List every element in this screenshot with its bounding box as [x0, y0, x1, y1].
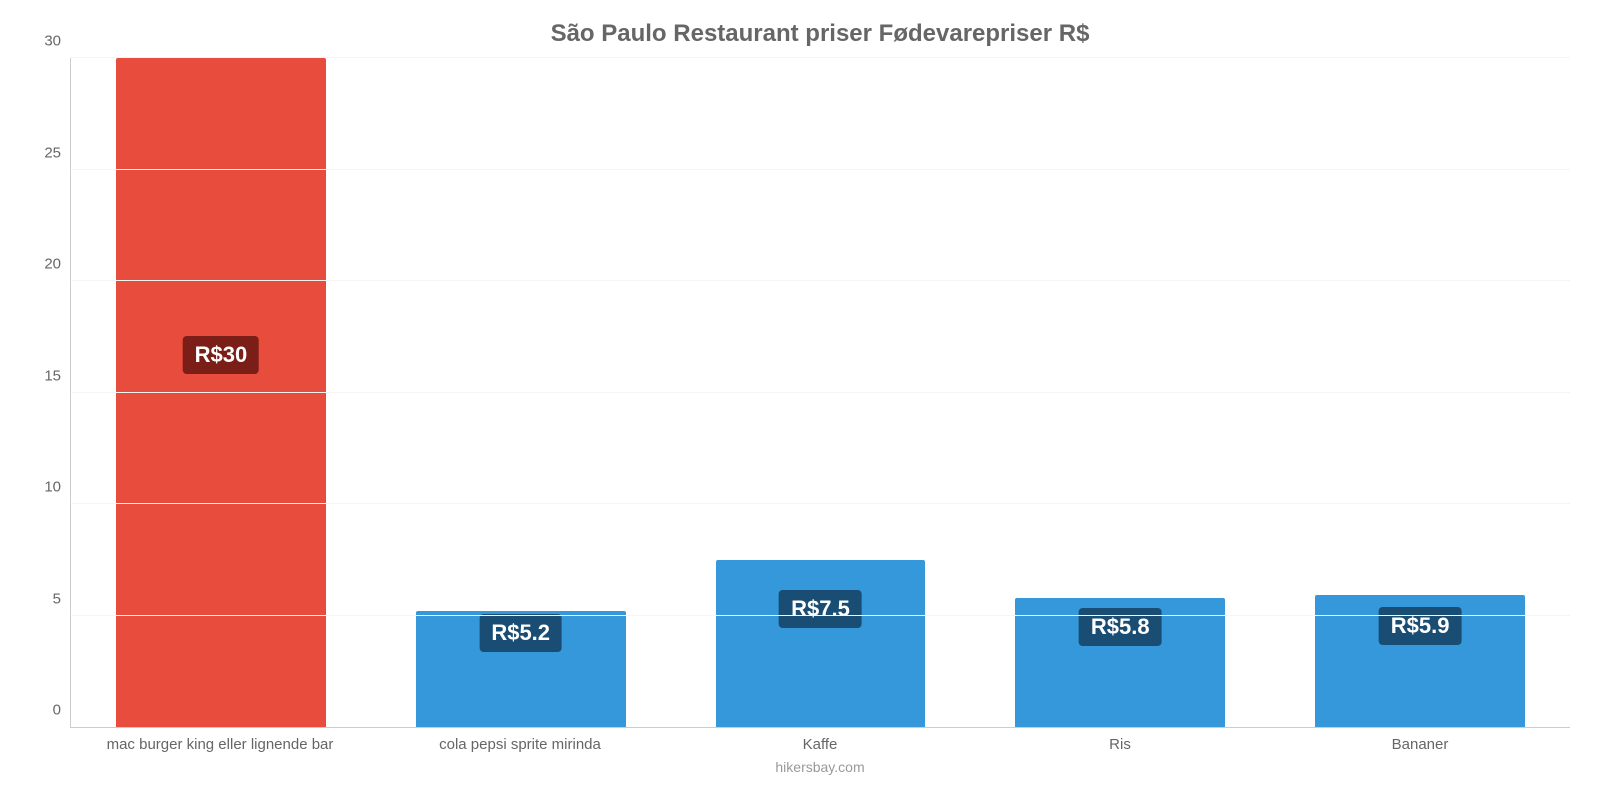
grid-line — [71, 280, 1570, 281]
grid-line — [71, 503, 1570, 504]
y-tick-label: 25 — [44, 144, 71, 161]
bar-value-label: R$5.9 — [1379, 607, 1462, 645]
price-bar-chart: São Paulo Restaurant priser Fødevarepris… — [0, 0, 1600, 800]
y-tick-label: 5 — [53, 590, 71, 607]
bar — [116, 58, 326, 727]
bar-slot: R$5.2 — [371, 58, 671, 727]
grid-line — [71, 392, 1570, 393]
grid-line — [71, 615, 1570, 616]
plot-area: R$30R$5.2R$7.5R$5.8R$5.9 051015202530 — [70, 58, 1570, 728]
x-axis-label: mac burger king eller lignende bar — [70, 736, 370, 753]
bar-value-label: R$5.8 — [1079, 608, 1162, 646]
x-axis-label: Ris — [970, 736, 1270, 753]
bar-slot: R$5.9 — [1270, 58, 1570, 727]
bars-container: R$30 R$5.2 R$7.5 R$5.8 R$5.9 — [71, 58, 1570, 727]
bar-value-label: R$5.2 — [479, 614, 562, 652]
y-tick-label: 10 — [44, 479, 71, 496]
chart-footer: hikersbay.com — [70, 759, 1570, 775]
grid-line — [71, 57, 1570, 58]
y-tick-label: 15 — [44, 367, 71, 384]
bar-slot: R$30 — [71, 58, 371, 727]
x-axis-label: Bananer — [1270, 736, 1570, 753]
x-axis-label: cola pepsi sprite mirinda — [370, 736, 670, 753]
bar-slot: R$7.5 — [671, 58, 971, 727]
y-tick-label: 0 — [53, 702, 71, 719]
x-axis-labels: mac burger king eller lignende barcola p… — [70, 736, 1570, 753]
bar — [716, 560, 926, 727]
grid-line — [71, 169, 1570, 170]
x-axis-label: Kaffe — [670, 736, 970, 753]
y-tick-label: 30 — [44, 33, 71, 50]
bar-slot: R$5.8 — [970, 58, 1270, 727]
bar-value-label: R$7.5 — [779, 590, 862, 628]
chart-title: São Paulo Restaurant priser Fødevarepris… — [70, 20, 1570, 48]
bar-value-label: R$30 — [183, 336, 260, 374]
y-tick-label: 20 — [44, 256, 71, 273]
